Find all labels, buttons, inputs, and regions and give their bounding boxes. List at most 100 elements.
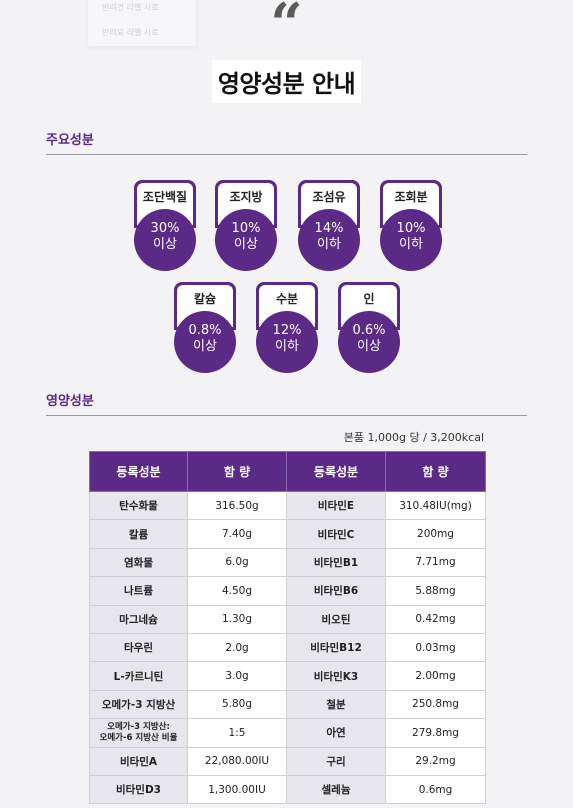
table-row: L-카르니틴 3.0g 비타민K3 2.00mg [89, 661, 486, 691]
badge-value: 12% 이하 [256, 323, 318, 355]
badge-amount: 0.8% [188, 323, 222, 338]
ingredient-name-cell: 비타민B1 [286, 547, 386, 578]
column-header: 함 량 [385, 451, 486, 492]
table-row: 오메가-3 지방산: 오메가-6 지방산 비율 1:5 아연 279.8mg [89, 718, 486, 748]
ingredient-badge: 조단백질 30% 이상 [134, 180, 196, 271]
ingredient-amount-cell: 2.0g [187, 632, 287, 663]
ingredient-amount-cell: 3.0g [187, 661, 287, 691]
ingredient-amount-cell: 0.03mg [385, 632, 486, 663]
ingredient-badge: 조지방 10% 이상 [215, 180, 277, 271]
ingredient-amount-cell: 1.30g [187, 604, 287, 634]
ingredient-name-cell: 비타민D3 [89, 774, 188, 805]
badge-value: 14% 이하 [298, 221, 360, 253]
ingredient-amount-cell: 1,300.00IU [187, 774, 287, 805]
table-row: 탄수화물 316.50g 비타민E 310.48IU(mg) [89, 490, 486, 521]
ingredient-amount-cell: 5.80g [187, 689, 287, 720]
page-title-wrap: 영양성분 안내 [0, 60, 573, 103]
ingredient-amount-cell: 316.50g [187, 490, 287, 521]
badge-circle [215, 209, 277, 271]
ghost-text-1: 반려견 라벨 사료 [102, 3, 159, 12]
badge-name: 조지방 [229, 190, 263, 204]
badge-value: 10% 이상 [215, 221, 277, 253]
ingredient-name-cell: 칼륨 [89, 519, 188, 549]
badge-qualifier: 이하 [317, 237, 341, 252]
table-row: 비타민D3 1,300.00IU 셀레늄 0.6mg [89, 774, 486, 805]
ingredient-name-cell: 비타민C [286, 519, 386, 549]
ingredient-name-cell: 타우린 [89, 632, 188, 663]
badge-amount: 10% [396, 221, 426, 236]
ingredient-name-cell: 마그네슘 [89, 604, 188, 634]
badge-qualifier: 이상 [357, 339, 381, 354]
badge-name: 조단백질 [142, 190, 188, 204]
badge-circle [298, 209, 360, 271]
page-title: 영양성분 안내 [211, 60, 362, 103]
ingredient-amount-cell: 2.00mg [385, 661, 486, 691]
ingredient-amount-cell: 200mg [385, 519, 486, 549]
badge-qualifier: 이상 [193, 339, 217, 354]
ingredient-name-cell: 비타민A [89, 746, 188, 776]
badge-qualifier: 이상 [153, 237, 177, 252]
ingredient-amount-cell: 7.40g [187, 519, 287, 549]
badge-circle [380, 209, 442, 271]
badge-amount: 14% [314, 221, 344, 236]
column-header: 등록성분 [286, 451, 386, 492]
ingredient-amount-cell: 5.88mg [385, 576, 486, 606]
badge-amount: 30% [150, 221, 180, 236]
badge-value: 0.8% 이상 [174, 323, 236, 355]
ingredient-badge: 조회분 10% 이하 [380, 180, 442, 271]
badge-name: 조회분 [394, 190, 428, 204]
section-heading: 주요성분 [46, 133, 94, 148]
section-heading: 영양성분 [46, 394, 94, 409]
table-row: 오메가-3 지방산 5.80g 철분 250.8mg [89, 689, 486, 720]
ingredient-amount-cell: 310.48IU(mg) [385, 490, 486, 521]
badge-name: 칼슘 [193, 292, 217, 306]
table-row: 비타민A 22,080.00IU 구리 29.2mg [89, 746, 486, 776]
badge-name: 인 [363, 292, 375, 306]
ingredient-badge: 수분 12% 이하 [256, 282, 318, 373]
background-card: 반려견 라벨 사료 반려묘 라벨 사료 [88, 0, 196, 46]
quote-mark-icon: “ [270, 0, 303, 57]
table-row: 칼륨 7.40g 비타민C 200mg [89, 519, 486, 549]
ingredient-name-cell: 탄수화물 [89, 490, 188, 521]
badge-circle [134, 209, 196, 271]
ingredient-amount-cell: 29.2mg [385, 746, 486, 776]
badge-circle [256, 311, 318, 373]
ingredient-amount-cell: 0.6mg [385, 774, 486, 805]
badge-name: 수분 [275, 292, 299, 306]
section-nutrition: 영양성분 [46, 390, 527, 416]
ingredient-name-cell: 아연 [286, 718, 386, 748]
ingredient-badge: 인 0.6% 이상 [338, 282, 400, 373]
badge-circle [338, 311, 400, 373]
ingredient-badge: 조섬유 14% 이하 [298, 180, 360, 271]
ingredient-name-cell: 비오틴 [286, 604, 386, 634]
ingredient-amount-cell: 279.8mg [385, 718, 486, 748]
ingredient-amount-cell: 4.50g [187, 576, 287, 606]
ingredient-amount-cell: 6.0g [187, 547, 287, 578]
badge-value: 30% 이상 [134, 221, 196, 253]
table-row: 타우린 2.0g 비타민B12 0.03mg [89, 632, 486, 663]
ingredient-name-cell: 비타민K3 [286, 661, 386, 691]
section-main-ingredients: 주요성분 [46, 129, 527, 155]
badge-amount: 10% [231, 221, 261, 236]
unit-note: 본품 1,000g 당 / 3,200kcal [343, 431, 484, 444]
section-divider [46, 415, 527, 416]
ingredient-name-cell: 나트륨 [89, 576, 188, 606]
ingredient-name-cell: 구리 [286, 746, 386, 776]
column-header: 함 량 [187, 451, 287, 492]
badge-qualifier: 이상 [234, 237, 258, 252]
ingredient-amount-cell: 250.8mg [385, 689, 486, 720]
badge-name: 조섬유 [312, 190, 346, 204]
table-header-row: 등록성분 함 량 등록성분 함 량 [89, 451, 486, 492]
ingredient-name-cell: 비타민E [286, 490, 386, 521]
ingredient-amount-cell: 22,080.00IU [187, 746, 287, 776]
ingredient-name-cell: 오메가-3 지방산 [89, 689, 188, 720]
table-row: 나트륨 4.50g 비타민B6 5.88mg [89, 576, 486, 606]
ingredient-name-cell: 염화물 [89, 547, 188, 578]
ingredient-name-cell: 오메가-3 지방산: 오메가-6 지방산 비율 [89, 718, 188, 748]
ingredient-amount-cell: 1:5 [187, 718, 287, 748]
ingredient-amount-cell: 0.42mg [385, 604, 486, 634]
ingredient-name-cell: 비타민B12 [286, 632, 386, 663]
badge-qualifier: 이하 [275, 339, 299, 354]
nutrition-table: 등록성분 함 량 등록성분 함 량 탄수화물 316.50g 비타민E 310.48I… [89, 451, 486, 805]
badge-amount: 12% [272, 323, 302, 338]
